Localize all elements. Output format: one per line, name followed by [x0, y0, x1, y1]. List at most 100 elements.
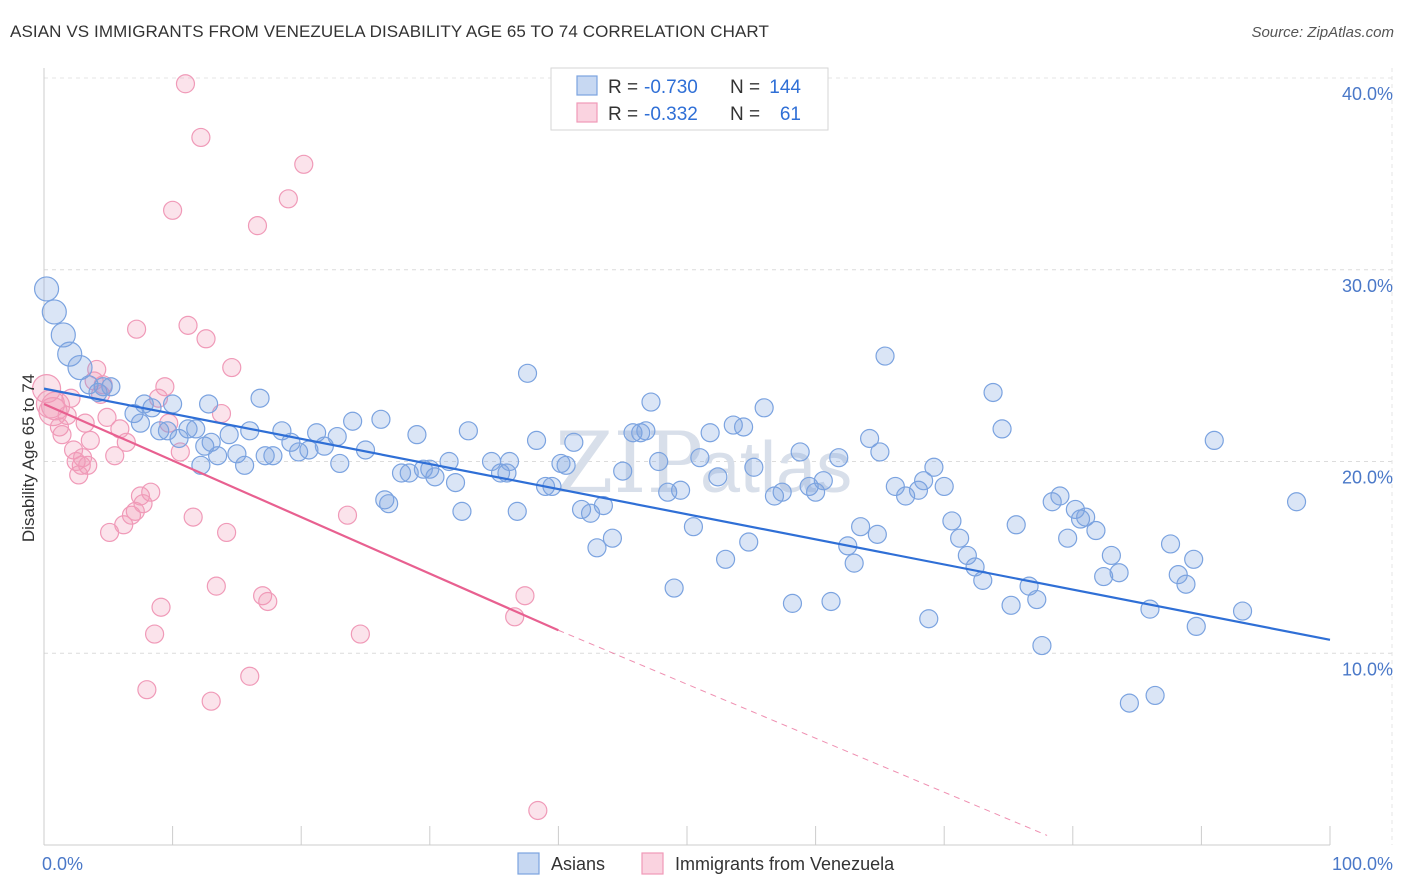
venezuela-point-59	[71, 455, 91, 475]
asians-point-134	[1109, 563, 1129, 583]
asians-point-91	[772, 482, 792, 502]
venezuela-point-38	[178, 315, 198, 335]
asians-point-96	[813, 471, 833, 491]
venezuela-point-47	[240, 666, 260, 686]
asians-point-121	[1006, 515, 1026, 535]
asians-point-26	[235, 455, 255, 475]
asians-point-133	[1101, 545, 1121, 566]
legend-n-value-venezuela: 61	[780, 104, 801, 125]
venezuela-point-58	[126, 319, 147, 339]
asians-point-38	[330, 453, 350, 474]
asians-point-100	[844, 553, 864, 573]
asians-point-145	[1286, 492, 1307, 512]
asians-point-9	[124, 403, 144, 424]
chart-source: Source: ZipAtlas.com	[1251, 24, 1394, 41]
asians-point-119	[992, 419, 1012, 439]
asians-point-140	[1176, 574, 1196, 594]
asians-point-131	[1086, 520, 1106, 541]
venezuela-point-6	[57, 405, 77, 426]
venezuela-point-18	[97, 407, 117, 427]
y-axis-title: Disability Age 65 to 74	[19, 374, 38, 542]
asians-point-74	[636, 421, 656, 441]
axes	[43, 68, 1331, 846]
x-tick-label-1: 100.0%	[1332, 854, 1393, 874]
asians-point-132	[1094, 566, 1114, 587]
y-tick-label-0: 10.0%	[1342, 659, 1393, 679]
asians-point-30	[263, 446, 283, 466]
asians-point-21	[199, 394, 219, 414]
legend-swatch-venezuela	[576, 102, 598, 123]
asians-point-143	[1204, 430, 1224, 451]
venezuela-point-28	[137, 680, 157, 700]
venezuela-point-49	[253, 586, 273, 606]
asians-point-75	[641, 392, 661, 412]
venezuela-trend-line	[43, 402, 559, 632]
asians-point-113	[942, 511, 962, 531]
asians-point-60	[526, 430, 547, 451]
bottom-legend-swatch-venezuela	[641, 852, 664, 875]
asians-point-138	[1160, 534, 1181, 554]
x-tick-label-0: 0.0%	[42, 854, 83, 874]
bottom-legend-label-asians: Asians	[551, 854, 605, 874]
asians-point-13	[150, 421, 170, 441]
asians-point-105	[875, 346, 895, 366]
asians-point-59	[517, 363, 538, 383]
asians-point-14	[157, 421, 178, 441]
venezuela-point-26	[130, 486, 151, 506]
asians-point-83	[708, 467, 728, 487]
legend-n-label-venezuela: N =	[730, 104, 760, 125]
legend-n-label-asians: N =	[730, 77, 760, 98]
asians-point-69	[593, 496, 614, 516]
venezuela-point-22	[114, 515, 134, 535]
asians-point-125	[1042, 492, 1062, 512]
venezuela-point-4	[49, 417, 70, 437]
asians-point-137	[1145, 685, 1165, 706]
watermark: ZIP atlas	[555, 414, 852, 512]
asians-point-39	[343, 411, 363, 431]
asians-point-142	[1186, 616, 1206, 637]
asians-point-111	[924, 457, 944, 477]
asians-point-1	[41, 299, 67, 325]
bottom-legend-swatch-asians	[517, 852, 540, 875]
asians-point-15	[163, 394, 183, 414]
legend-r-label-venezuela: R =	[608, 104, 638, 125]
venezuela-point-48	[247, 216, 268, 236]
asians-point-4	[67, 354, 93, 381]
venezuela-point-50	[258, 591, 278, 612]
asians-point-79	[670, 480, 691, 500]
legend-r-label-asians: R =	[608, 77, 638, 98]
asians-point-110	[919, 609, 939, 629]
asians-point-7	[93, 377, 113, 397]
venezuela-point-5	[52, 425, 72, 445]
asians-point-102	[860, 428, 880, 449]
asians-point-97	[821, 591, 841, 612]
asians-point-130	[1076, 507, 1096, 527]
asians-point-92	[782, 593, 803, 613]
asians-point-28	[250, 388, 270, 408]
y-tick-labels: 10.0% 20.0% 30.0% 40.0%	[1342, 84, 1393, 679]
asians-point-10	[130, 413, 151, 433]
asians-point-3	[57, 341, 83, 367]
asians-point-64	[556, 455, 576, 475]
venezuela-point-46	[222, 357, 242, 378]
bottom-legend-label-venezuela: Immigrants from Venezuela	[675, 854, 895, 874]
chart-title: ASIAN VS IMMIGRANTS FROM VENEZUELA DISAB…	[10, 22, 769, 41]
asians-point-114	[950, 528, 970, 548]
asians-point-52	[452, 501, 472, 521]
grid-lines	[44, 68, 1393, 845]
asians-point-41	[371, 409, 391, 429]
asians-point-57	[499, 451, 520, 472]
legend-r-value-asians: -0.730	[644, 77, 698, 98]
asians-point-123	[1027, 589, 1047, 610]
legend-r-value-venezuela: -0.332	[644, 104, 698, 125]
watermark-zip: ZIP	[555, 414, 703, 512]
asians-point-45	[399, 463, 419, 483]
venezuela-point-42	[201, 691, 221, 711]
venezuela-point-51	[278, 189, 298, 209]
asians-point-144	[1232, 601, 1253, 621]
asians-point-49	[425, 467, 445, 487]
asians-point-98	[829, 448, 849, 468]
asians-point-89	[754, 398, 774, 418]
venezuela-point-32	[151, 597, 171, 617]
